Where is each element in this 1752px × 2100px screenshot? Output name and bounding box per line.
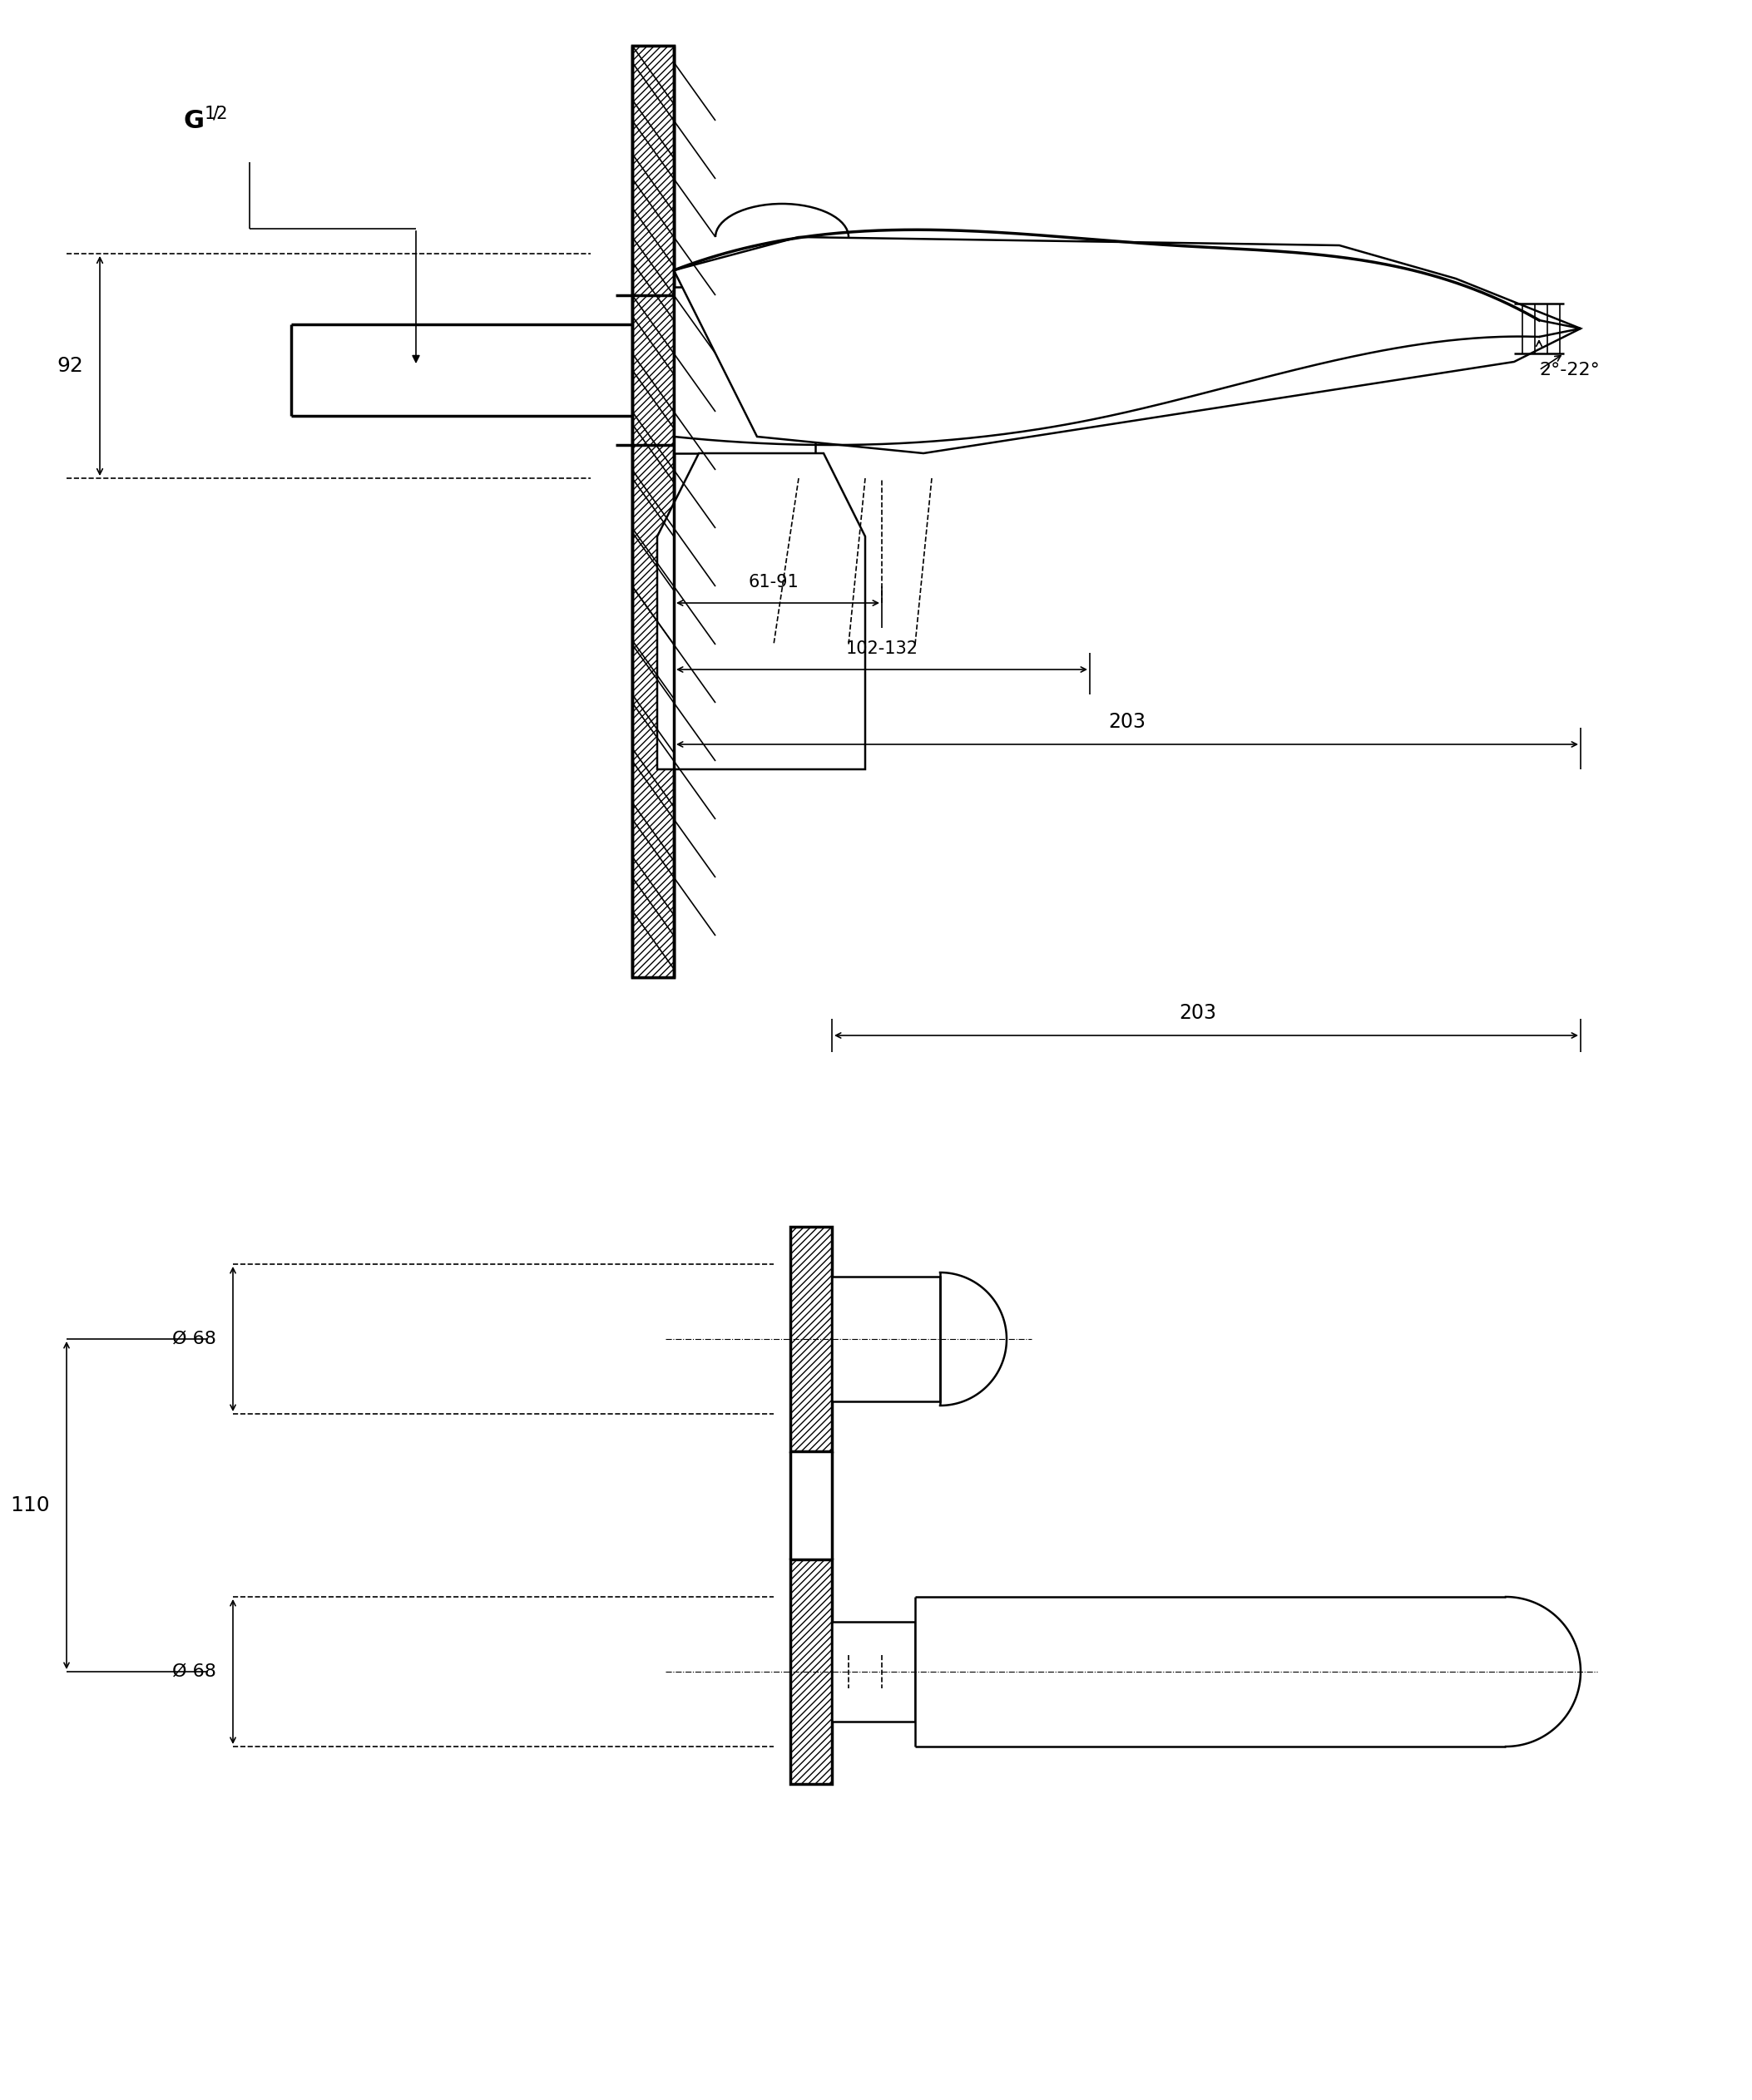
Text: Ø 68: Ø 68 — [172, 1663, 215, 1680]
Text: Ø 68: Ø 68 — [172, 1331, 215, 1348]
Polygon shape — [915, 1596, 1505, 1747]
Polygon shape — [790, 1560, 832, 1785]
Bar — [832, 1621, 915, 1722]
Polygon shape — [790, 1226, 832, 1451]
Polygon shape — [675, 237, 1580, 454]
Polygon shape — [657, 454, 865, 769]
Text: 92: 92 — [56, 357, 82, 376]
Text: 203: 203 — [1109, 712, 1146, 733]
Text: 110: 110 — [11, 1495, 49, 1516]
Polygon shape — [675, 288, 815, 454]
Text: 203: 203 — [1179, 1004, 1216, 1023]
Polygon shape — [632, 46, 675, 976]
Text: 61-91: 61-91 — [748, 573, 799, 590]
Text: 2°-22°: 2°-22° — [1538, 361, 1600, 378]
Bar — [832, 1277, 941, 1401]
Text: 102-132: 102-132 — [846, 640, 918, 657]
Text: G$^{1\!/\!2}$: G$^{1\!/\!2}$ — [182, 107, 226, 134]
